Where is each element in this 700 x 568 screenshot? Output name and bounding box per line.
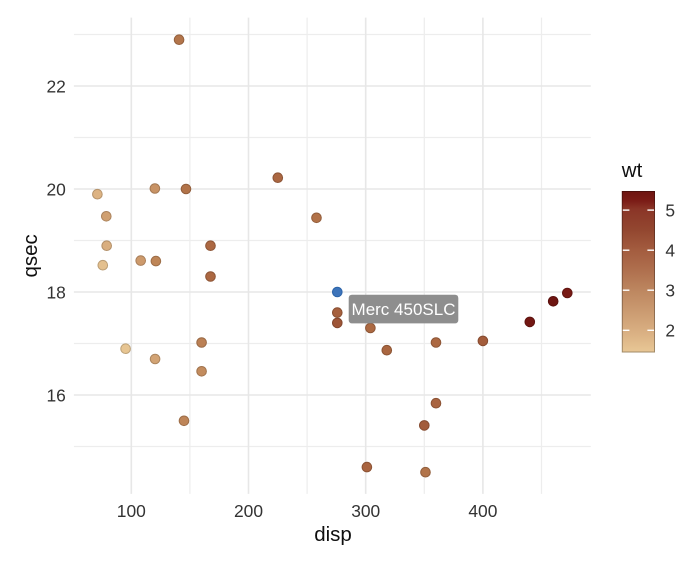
svg-text:2: 2 [665,321,675,341]
svg-text:Merc 450SLC: Merc 450SLC [352,300,456,319]
svg-text:18: 18 [46,282,65,302]
svg-text:wt: wt [621,159,643,182]
svg-text:20: 20 [46,179,65,199]
svg-text:disp: disp [314,523,352,546]
svg-text:300: 300 [351,501,380,521]
svg-text:400: 400 [468,501,497,521]
svg-text:16: 16 [46,385,65,405]
svg-text:4: 4 [665,241,675,261]
svg-text:5: 5 [665,200,675,220]
svg-text:22: 22 [46,76,65,96]
svg-text:100: 100 [117,501,146,521]
svg-text:200: 200 [234,501,263,521]
svg-text:qsec: qsec [19,234,42,277]
svg-text:3: 3 [665,281,675,301]
